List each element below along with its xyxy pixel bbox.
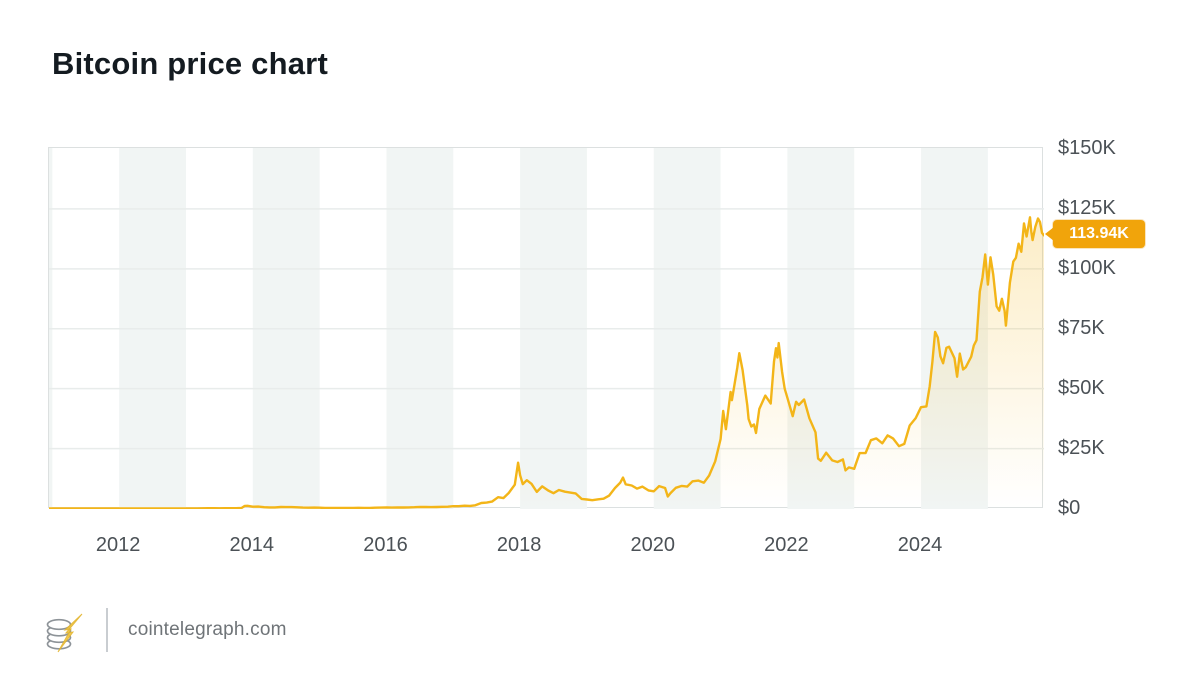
x-axis-tick-label: 2018 [496, 534, 542, 556]
logo-bolt-shape [57, 613, 83, 653]
price-line [49, 216, 1044, 509]
x-axis-tick-label: 2014 [229, 534, 275, 556]
y-axis-tick-label: $25K [1058, 436, 1105, 459]
price-line-plot [49, 148, 1044, 509]
y-axis-tick-label: $50K [1058, 376, 1105, 399]
x-axis-tick-label: 2012 [95, 534, 141, 556]
x-axis-tick-label: 2016 [363, 534, 408, 556]
footer-site-url: cointelegraph.com [128, 619, 287, 640]
page-title: Bitcoin price chart [52, 46, 328, 81]
x-axis-tick-label: 2020 [630, 534, 676, 556]
y-axis-tick-label: $125K [1058, 196, 1116, 219]
x-axis-tick-label: 2024 [897, 534, 943, 556]
footer-divider [106, 608, 108, 652]
chart-plot-area [48, 147, 1044, 509]
footer-attribution: cointelegraph.com [44, 606, 287, 654]
cointelegraph-coins-logo-icon [46, 613, 83, 653]
current-price-badge: 113.94K [1045, 220, 1145, 249]
y-axis-tick-label: $0 [1058, 496, 1081, 519]
current-price-value: 113.94K [1069, 225, 1129, 243]
y-axis-tick-label: $100K [1058, 256, 1116, 279]
x-axis-tick-label: 2022 [764, 534, 809, 556]
y-axis-tick-label: $75K [1058, 316, 1105, 339]
y-axis-tick-label: $150K [1058, 137, 1116, 159]
price-area-fill [49, 217, 1044, 509]
